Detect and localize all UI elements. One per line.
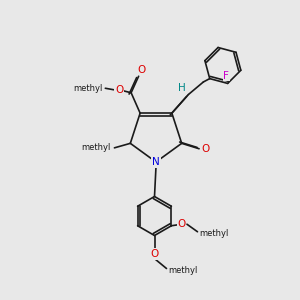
Text: methyl: methyl (200, 229, 229, 238)
Text: O: O (178, 219, 186, 229)
Text: O: O (115, 85, 123, 95)
Text: O: O (150, 249, 159, 259)
Text: methyl: methyl (169, 266, 198, 275)
Text: methyl: methyl (73, 84, 102, 93)
Text: O: O (137, 65, 145, 75)
Text: F: F (223, 70, 229, 81)
Text: O: O (202, 144, 210, 154)
Text: H: H (178, 83, 186, 93)
Text: methyl: methyl (81, 143, 111, 152)
Text: N: N (152, 157, 160, 167)
